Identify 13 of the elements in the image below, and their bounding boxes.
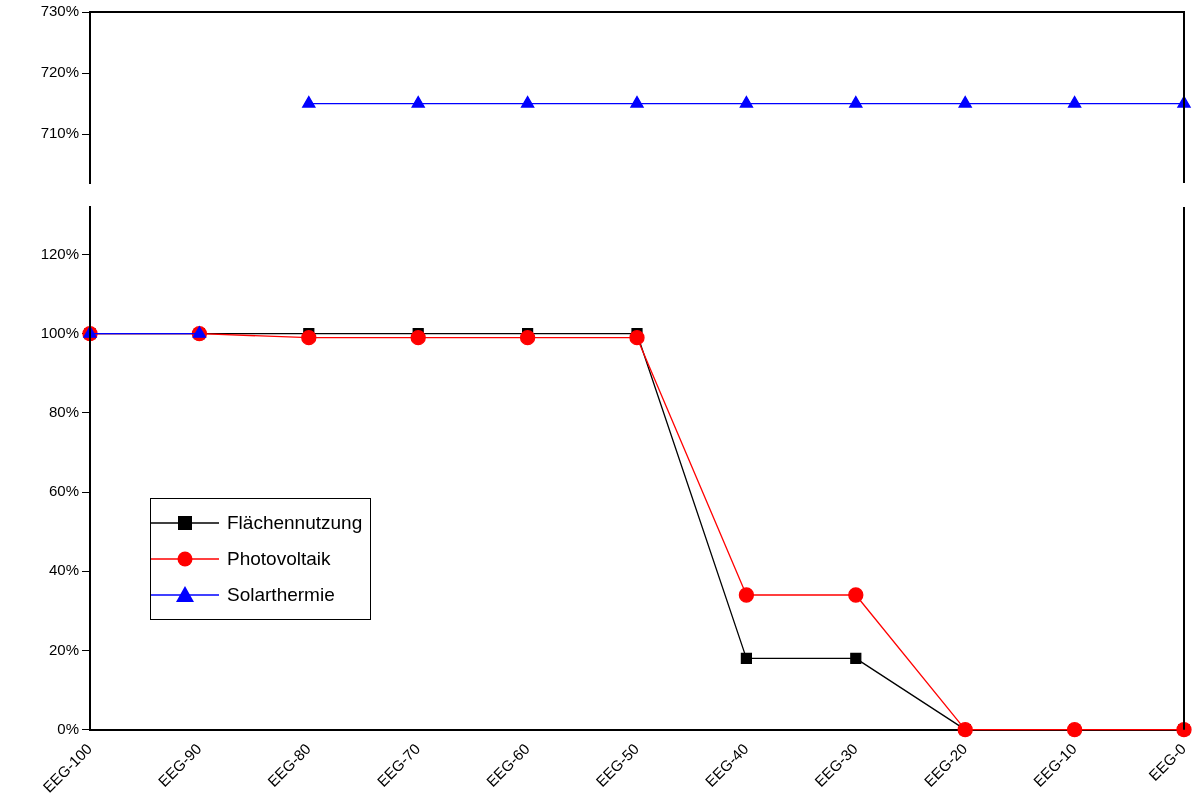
y-tick-label: 0% <box>57 719 79 737</box>
legend-label: Flächennutzung <box>227 511 363 534</box>
y-tick-label: 710% <box>40 124 79 142</box>
y-tick-label: 720% <box>40 63 79 81</box>
y-tick-label: 120% <box>40 244 79 262</box>
legend-label: Photovoltaik <box>227 547 331 570</box>
y-tick-label: 80% <box>48 403 79 421</box>
y-tick-label: 20% <box>48 640 79 658</box>
y-tick-label: 730% <box>40 2 79 20</box>
y-tick-label: 40% <box>48 561 79 579</box>
y-tick-label: 60% <box>48 482 79 500</box>
y-tick-label: 100% <box>40 323 79 341</box>
legend-label: Solarthermie <box>227 583 335 606</box>
